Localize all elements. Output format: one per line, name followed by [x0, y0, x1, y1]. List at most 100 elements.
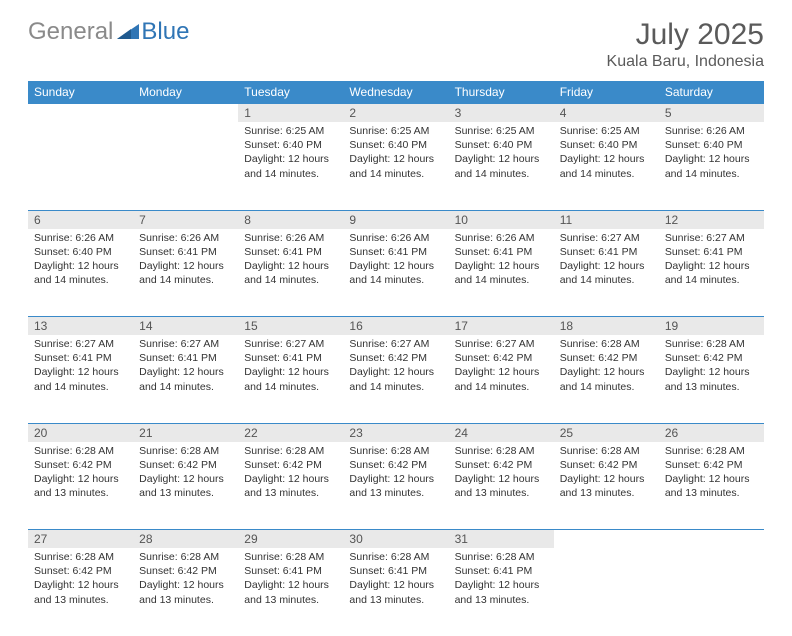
- week-content-row: Sunrise: 6:27 AMSunset: 6:41 PMDaylight:…: [28, 335, 764, 423]
- daylight-line: Daylight: 12 hours and 14 minutes.: [244, 152, 337, 180]
- day-number: 9: [343, 210, 448, 229]
- empty-cell: [28, 104, 133, 123]
- empty-cell: [133, 122, 238, 210]
- daylight-line: Daylight: 12 hours and 14 minutes.: [560, 152, 653, 180]
- daylight-line: Daylight: 12 hours and 13 minutes.: [349, 472, 442, 500]
- day-number: 4: [554, 104, 659, 123]
- week-daynum-row: 12345: [28, 104, 764, 123]
- brand-text-blue: Blue: [141, 18, 189, 46]
- day-content: Sunrise: 6:26 AMSunset: 6:41 PMDaylight:…: [133, 229, 238, 317]
- daylight-line: Daylight: 12 hours and 14 minutes.: [455, 152, 548, 180]
- brand-triangle-icon: [117, 21, 139, 44]
- location-label: Kuala Baru, Indonesia: [607, 53, 764, 71]
- day-content: Sunrise: 6:27 AMSunset: 6:41 PMDaylight:…: [659, 229, 764, 317]
- sunrise-line: Sunrise: 6:28 AM: [34, 550, 127, 564]
- day-content: Sunrise: 6:28 AMSunset: 6:42 PMDaylight:…: [133, 442, 238, 530]
- day-number: 29: [238, 530, 343, 549]
- day-content: Sunrise: 6:25 AMSunset: 6:40 PMDaylight:…: [238, 122, 343, 210]
- day-number: 5: [659, 104, 764, 123]
- day-number: 28: [133, 530, 238, 549]
- sunrise-line: Sunrise: 6:28 AM: [34, 444, 127, 458]
- day-content: Sunrise: 6:28 AMSunset: 6:42 PMDaylight:…: [28, 548, 133, 636]
- day-content: Sunrise: 6:27 AMSunset: 6:42 PMDaylight:…: [343, 335, 448, 423]
- day-content: Sunrise: 6:25 AMSunset: 6:40 PMDaylight:…: [554, 122, 659, 210]
- title-block: July 2025 Kuala Baru, Indonesia: [607, 18, 764, 71]
- empty-cell: [554, 530, 659, 549]
- day-content: Sunrise: 6:28 AMSunset: 6:42 PMDaylight:…: [554, 442, 659, 530]
- day-number: 7: [133, 210, 238, 229]
- sunset-line: Sunset: 6:40 PM: [560, 138, 653, 152]
- day-number: 8: [238, 210, 343, 229]
- sunrise-line: Sunrise: 6:28 AM: [349, 550, 442, 564]
- day-content: Sunrise: 6:28 AMSunset: 6:41 PMDaylight:…: [238, 548, 343, 636]
- week-content-row: Sunrise: 6:25 AMSunset: 6:40 PMDaylight:…: [28, 122, 764, 210]
- sunrise-line: Sunrise: 6:26 AM: [244, 231, 337, 245]
- sunrise-line: Sunrise: 6:28 AM: [665, 337, 758, 351]
- daylight-line: Daylight: 12 hours and 14 minutes.: [665, 152, 758, 180]
- daylight-line: Daylight: 12 hours and 13 minutes.: [34, 472, 127, 500]
- sunset-line: Sunset: 6:42 PM: [139, 458, 232, 472]
- sunrise-line: Sunrise: 6:26 AM: [34, 231, 127, 245]
- day-number: 10: [449, 210, 554, 229]
- sunset-line: Sunset: 6:41 PM: [560, 245, 653, 259]
- daylight-line: Daylight: 12 hours and 14 minutes.: [34, 365, 127, 393]
- day-content: Sunrise: 6:27 AMSunset: 6:41 PMDaylight:…: [133, 335, 238, 423]
- daylight-line: Daylight: 12 hours and 13 minutes.: [455, 472, 548, 500]
- sunset-line: Sunset: 6:42 PM: [455, 351, 548, 365]
- sunset-line: Sunset: 6:41 PM: [455, 245, 548, 259]
- day-number: 27: [28, 530, 133, 549]
- weekday-header-row: Sunday Monday Tuesday Wednesday Thursday…: [28, 81, 764, 104]
- daylight-line: Daylight: 12 hours and 14 minutes.: [560, 365, 653, 393]
- empty-cell: [28, 122, 133, 210]
- day-content: Sunrise: 6:26 AMSunset: 6:40 PMDaylight:…: [659, 122, 764, 210]
- day-number: 13: [28, 317, 133, 336]
- sunset-line: Sunset: 6:42 PM: [349, 351, 442, 365]
- empty-cell: [133, 104, 238, 123]
- daylight-line: Daylight: 12 hours and 13 minutes.: [455, 578, 548, 606]
- day-number: 24: [449, 423, 554, 442]
- day-number: 12: [659, 210, 764, 229]
- sunrise-line: Sunrise: 6:25 AM: [455, 124, 548, 138]
- day-content: Sunrise: 6:27 AMSunset: 6:42 PMDaylight:…: [449, 335, 554, 423]
- day-number: 3: [449, 104, 554, 123]
- day-content: Sunrise: 6:27 AMSunset: 6:41 PMDaylight:…: [554, 229, 659, 317]
- sunset-line: Sunset: 6:40 PM: [349, 138, 442, 152]
- daylight-line: Daylight: 12 hours and 13 minutes.: [665, 472, 758, 500]
- sunset-line: Sunset: 6:40 PM: [244, 138, 337, 152]
- sunrise-line: Sunrise: 6:28 AM: [244, 444, 337, 458]
- sunset-line: Sunset: 6:42 PM: [560, 351, 653, 365]
- day-content: Sunrise: 6:28 AMSunset: 6:41 PMDaylight:…: [449, 548, 554, 636]
- sunrise-line: Sunrise: 6:27 AM: [560, 231, 653, 245]
- day-content: Sunrise: 6:27 AMSunset: 6:41 PMDaylight:…: [238, 335, 343, 423]
- sunrise-line: Sunrise: 6:28 AM: [455, 550, 548, 564]
- week-daynum-row: 6789101112: [28, 210, 764, 229]
- daylight-line: Daylight: 12 hours and 13 minutes.: [244, 578, 337, 606]
- daylight-line: Daylight: 12 hours and 14 minutes.: [455, 365, 548, 393]
- day-number: 30: [343, 530, 448, 549]
- day-number: 16: [343, 317, 448, 336]
- sunset-line: Sunset: 6:41 PM: [139, 245, 232, 259]
- daylight-line: Daylight: 12 hours and 14 minutes.: [349, 365, 442, 393]
- sunrise-line: Sunrise: 6:26 AM: [665, 124, 758, 138]
- day-number: 23: [343, 423, 448, 442]
- daylight-line: Daylight: 12 hours and 14 minutes.: [665, 259, 758, 287]
- sunset-line: Sunset: 6:41 PM: [349, 245, 442, 259]
- day-content: Sunrise: 6:28 AMSunset: 6:41 PMDaylight:…: [343, 548, 448, 636]
- day-number: 15: [238, 317, 343, 336]
- sunrise-line: Sunrise: 6:28 AM: [139, 444, 232, 458]
- day-content: Sunrise: 6:26 AMSunset: 6:41 PMDaylight:…: [238, 229, 343, 317]
- sunset-line: Sunset: 6:40 PM: [34, 245, 127, 259]
- weekday-header: Monday: [133, 81, 238, 104]
- day-number: 11: [554, 210, 659, 229]
- empty-cell: [659, 530, 764, 549]
- week-content-row: Sunrise: 6:28 AMSunset: 6:42 PMDaylight:…: [28, 548, 764, 636]
- sunset-line: Sunset: 6:41 PM: [665, 245, 758, 259]
- day-number: 21: [133, 423, 238, 442]
- brand-text-gray: General: [28, 18, 113, 46]
- week-daynum-row: 13141516171819: [28, 317, 764, 336]
- calendar-page: General Blue July 2025 Kuala Baru, Indon…: [0, 0, 792, 612]
- sunrise-line: Sunrise: 6:25 AM: [560, 124, 653, 138]
- week-daynum-row: 20212223242526: [28, 423, 764, 442]
- sunrise-line: Sunrise: 6:28 AM: [665, 444, 758, 458]
- sunrise-line: Sunrise: 6:26 AM: [139, 231, 232, 245]
